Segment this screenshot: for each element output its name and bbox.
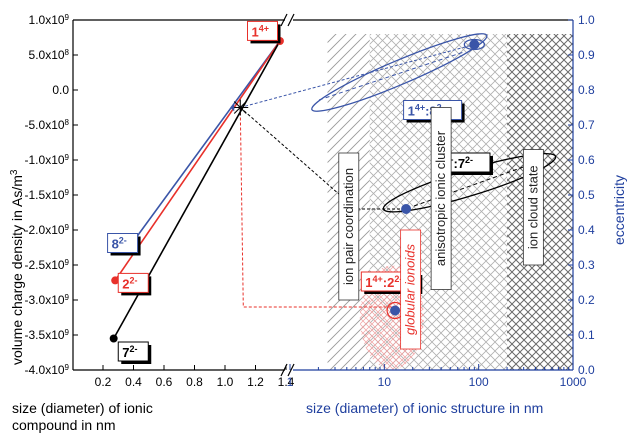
axis-break-mark <box>280 13 288 27</box>
region-label-box <box>522 149 544 266</box>
region-label-box <box>338 152 360 301</box>
label-anion-2: 22- <box>117 272 152 296</box>
x-tick-label: 1 <box>287 375 294 389</box>
anion-point <box>109 334 118 343</box>
region-label-text: anisotropic ionic cluster <box>433 130 448 266</box>
y-tick-label: -1.0x109 <box>25 153 70 168</box>
right-axis-ticks: 0.0 0.1 0.2 0.3 0.4 0.5 0.6 0.7 0.8 0.9 1.0 <box>568 13 595 377</box>
annotation-box <box>400 229 422 350</box>
x-tick-label: 1.4 <box>278 375 295 389</box>
left-axis-ticks: 1.0x109 5.0x108 0.0 -5.0x108 -1.0x109 -1.5x10… <box>25 13 78 378</box>
ellipse-1-8 <box>311 33 488 112</box>
right-xlabel: size (diameter) of ionic structure in nm <box>306 400 543 416</box>
y2-tick-label: 0.8 <box>578 83 595 97</box>
bottom-axis-ticks: 0.2 0.4 0.6 0.8 1.0 1.2 1.41 10 100 1000 <box>95 364 587 389</box>
y2-tick-label: 0.9 <box>578 48 595 62</box>
x-tick-label: 0.2 <box>95 375 112 389</box>
y-tick-label: -3.0x109 <box>25 293 70 308</box>
y-tick-label: 0.0 <box>52 83 69 97</box>
x-tick-label: 1.0 <box>217 375 234 389</box>
y2-tick-label: 0.4 <box>578 223 595 237</box>
structure-point <box>469 39 480 50</box>
region-label: anisotropic ionic cluster <box>430 107 452 290</box>
region-label-box <box>430 107 452 290</box>
x-tick-label: 10 <box>378 375 392 389</box>
region-label-text: ion cloud state <box>525 165 540 249</box>
y2-tick-label: 0.6 <box>578 153 595 167</box>
connector-1-8 <box>240 44 475 108</box>
x-tick-label: 0.6 <box>156 375 173 389</box>
left-xlabel-line2: compound in nm <box>12 417 116 433</box>
y2-tick-label: 0.5 <box>578 188 595 202</box>
arrow-1-8 <box>317 52 463 101</box>
label-box <box>117 341 149 362</box>
right-ylabel: eccentricity <box>611 175 627 245</box>
axis-break-mark <box>287 363 295 377</box>
annotation-text: globular ionoids <box>403 243 418 335</box>
x-tick-label: 1000 <box>560 375 587 389</box>
y-tick-label: -2.0x109 <box>25 223 70 238</box>
label-cation: 14+ <box>247 20 281 44</box>
connector-1-2 <box>239 107 396 308</box>
series-line <box>114 40 281 281</box>
y-tick-label: -3.5x109 <box>25 328 70 343</box>
label-box <box>247 20 278 41</box>
region-label: ion cloud state <box>522 149 544 266</box>
y-tick-label: -2.5x109 <box>25 258 70 273</box>
y-tick-label: 5.0x108 <box>29 48 70 63</box>
x-tick-label: 0.8 <box>186 375 203 389</box>
y-tick-label: 1.0x109 <box>29 13 70 28</box>
structure-point <box>401 204 412 214</box>
y2-tick-label: 0.2 <box>578 293 595 307</box>
region-label: ion pair coordination <box>338 152 360 301</box>
x-tick-label: 0.4 <box>125 375 142 389</box>
left-ylabel: volume charge density in As/m3 <box>9 169 26 365</box>
anion-point <box>111 276 120 285</box>
y-tick-label: -1.5x109 <box>25 188 70 203</box>
label-text: 14+ <box>252 23 270 39</box>
annotation-globular: globular ionoids <box>400 229 422 350</box>
intersection-marker <box>230 103 235 112</box>
x-tick-label: 1.2 <box>247 375 264 389</box>
y2-tick-label: 1.0 <box>578 13 595 27</box>
y2-tick-label: 0.0 <box>578 363 595 377</box>
intersection-star <box>233 101 247 114</box>
label-text: 22- <box>122 275 137 291</box>
y2-tick-label: 0.7 <box>578 118 595 132</box>
left-xlabel-line1: size (diameter) of ionic <box>12 400 153 416</box>
axis-break-mark <box>287 13 295 27</box>
x-tick-label: 100 <box>469 375 489 389</box>
label-box <box>107 233 139 253</box>
label-anion-7: 72- <box>117 341 152 364</box>
label-text: 82- <box>112 236 127 252</box>
connectors <box>239 44 475 308</box>
structure-point <box>390 305 401 316</box>
labels: 14+82-22-72-14+:82-14+:72-14+:22-ion pai… <box>107 20 544 364</box>
y2-tick-label: 0.3 <box>578 258 595 272</box>
y-tick-label: -4.0x109 <box>25 363 70 378</box>
label-anion-8: 82- <box>107 233 141 256</box>
label-text: 72- <box>122 344 137 360</box>
region-label-text: ion pair coordination <box>341 168 356 285</box>
series-line <box>129 40 281 246</box>
connector-1-7 <box>239 107 407 210</box>
y-tick-label: -5.0x108 <box>25 118 70 133</box>
y2-tick-label: 0.1 <box>578 328 595 342</box>
label-text: 14+:22- <box>365 274 402 290</box>
label-box <box>117 272 149 293</box>
